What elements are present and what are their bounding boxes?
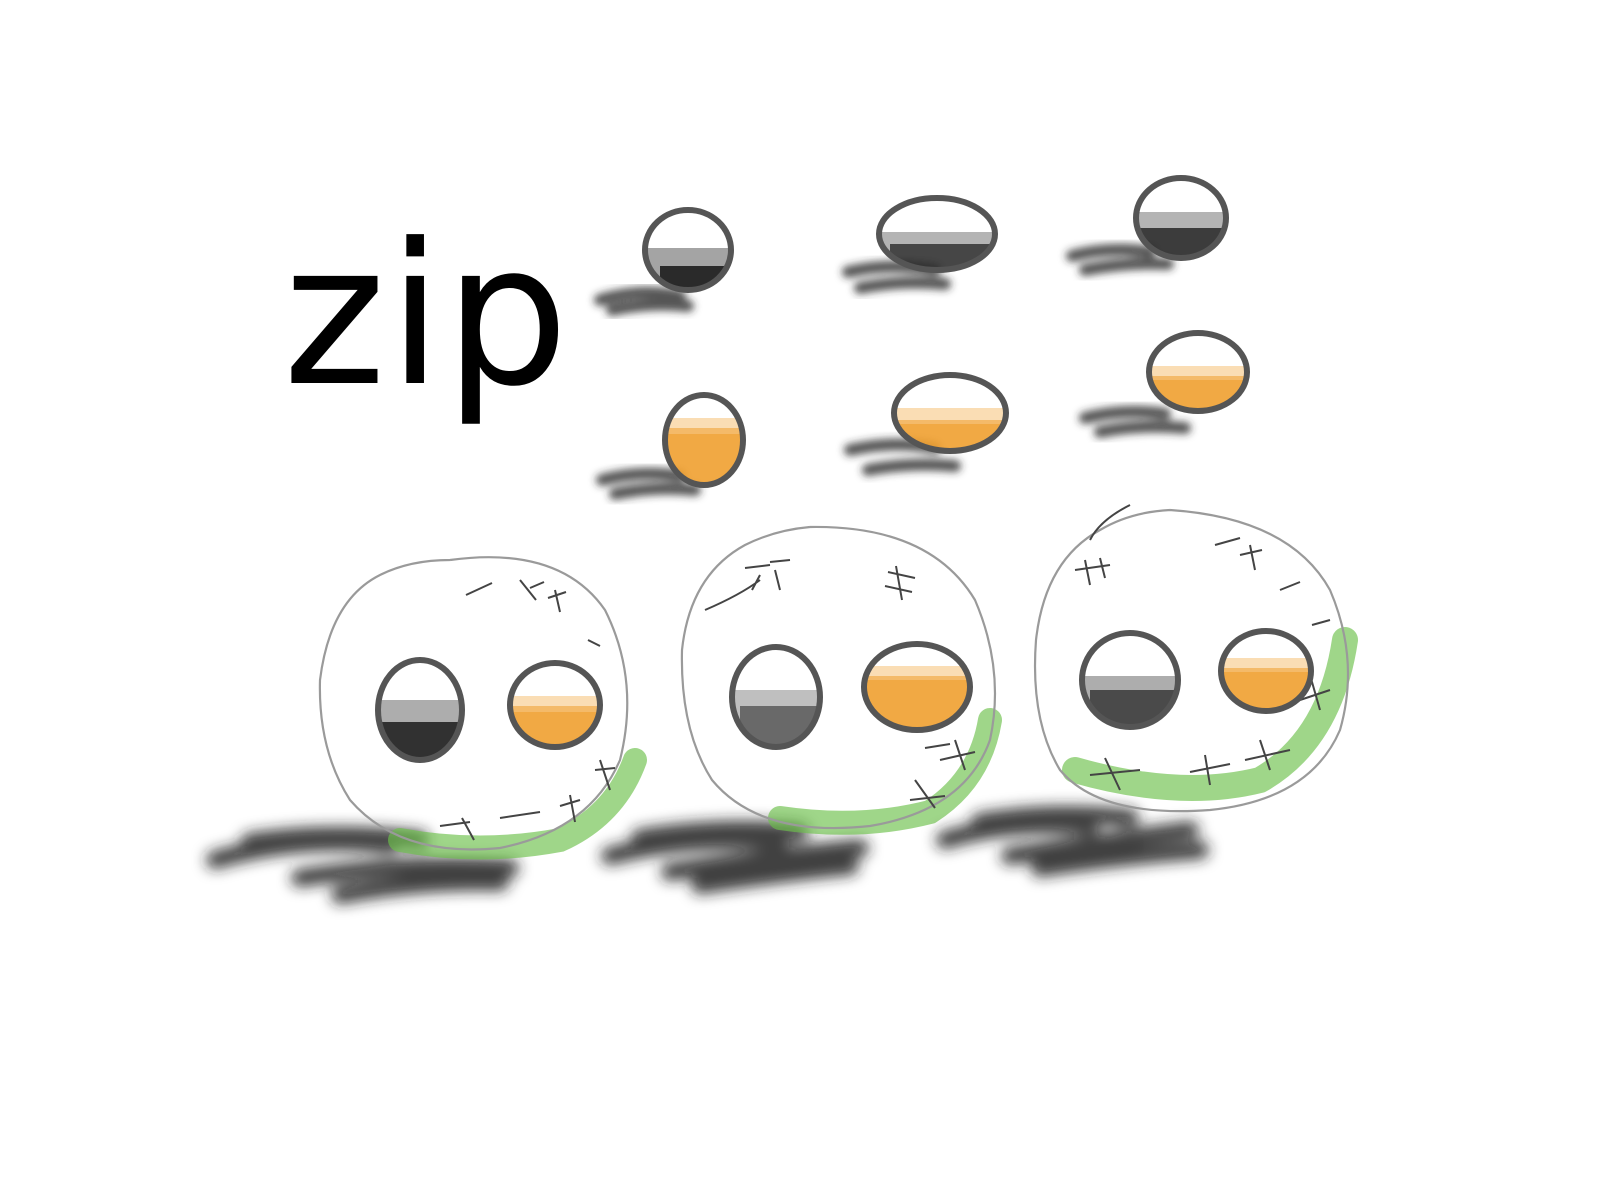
large-ball-3 (936, 504, 1358, 877)
large-ball-2-green-band (768, 708, 1002, 835)
large-ball-1-shadow (206, 826, 519, 904)
large-ball-1 (206, 556, 647, 904)
large-ball-1-outline (318, 556, 629, 851)
small-ball-black-3-shadow (1066, 243, 1174, 276)
large-ball-3-hatch (1074, 504, 1331, 791)
small-ball-orange-1-shadow (596, 467, 701, 500)
small-ball-black-1-shadow (594, 286, 694, 316)
large-ball-3-outline (1033, 508, 1350, 813)
large-ball-2-orange-ball (864, 666, 970, 730)
zip-label: zip (283, 202, 571, 430)
large-ball-1-green-band (388, 748, 647, 860)
small-ball-black-1 (594, 207, 734, 316)
large-ball-3-green-band (1062, 627, 1358, 801)
small-ball-black-2 (842, 195, 998, 294)
large-ball-2-hatch (704, 559, 976, 809)
small-ball-orange-3 (1079, 330, 1250, 438)
small-ball-black-3 (1066, 175, 1229, 276)
small-ball-orange-3-shadow (1079, 405, 1191, 438)
small-ball-orange-2 (844, 372, 1009, 476)
large-ball-2-shadow (601, 820, 869, 894)
large-ball-1-hatch (439, 579, 616, 841)
large-ball-3-shadow (936, 805, 1209, 877)
large-ball-2-outline (680, 525, 997, 830)
large-ball-2 (601, 525, 1002, 894)
small-ball-orange-1 (596, 392, 746, 500)
